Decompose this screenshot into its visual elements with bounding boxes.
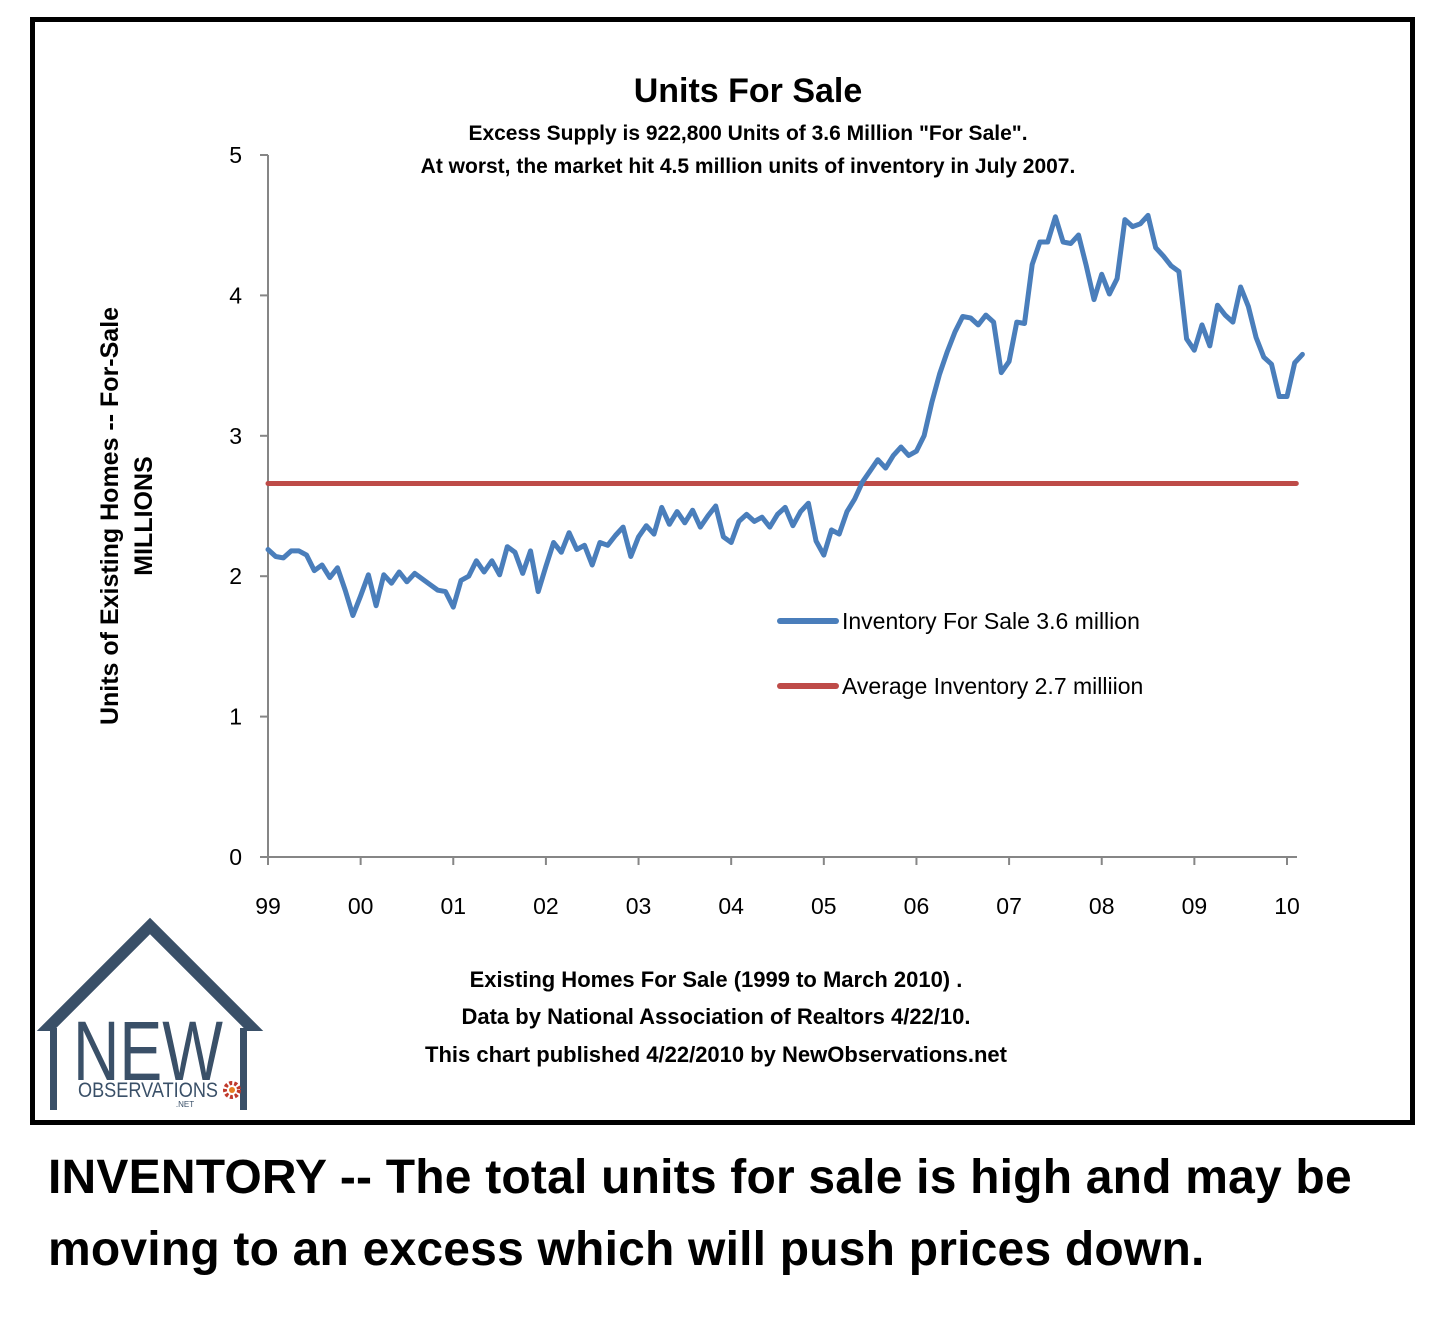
logo-text-sub: OBSERVATIONS (78, 1079, 218, 1102)
x-tick-label: 00 (348, 893, 374, 919)
new-observations-logo: NEW OBSERVATIONS .NET (36, 917, 264, 1110)
legend: Inventory For Sale 3.6 million Average I… (777, 608, 1143, 699)
caption-line-2: moving to an excess which will push pric… (48, 1223, 1205, 1276)
x-tick-label: 10 (1274, 893, 1300, 919)
y-axis-label: Units of Existing Homes -- For-Sale (96, 307, 124, 725)
logo-house-right-wall (240, 1028, 247, 1110)
chart-subtitle-line-2: At worst, the market hit 4.5 million uni… (421, 155, 1076, 178)
y-tick-label: 5 (229, 142, 242, 168)
chart-frame (30, 17, 1415, 1125)
y-tick-label: 1 (229, 704, 242, 730)
x-tick-label: 99 (255, 893, 281, 919)
logo-text-small: .NET (176, 1100, 194, 1109)
logo-text-main: NEW (73, 1004, 223, 1098)
x-tick-label: 08 (1089, 893, 1115, 919)
x-tick-label: 05 (811, 893, 837, 919)
chart-title: Units For Sale (634, 72, 863, 110)
logo-house-left-wall (50, 1028, 57, 1110)
y-axis-units: MILLIONS (130, 456, 158, 575)
x-tick-label: 01 (440, 893, 466, 919)
x-tick-label: 09 (1182, 893, 1208, 919)
caption-line-1: INVENTORY -- The total units for sale is… (48, 1151, 1352, 1204)
legend-label-average: Average Inventory 2.7 milliion (842, 673, 1143, 699)
x-tick-label: 07 (996, 893, 1022, 919)
y-tick-label: 4 (229, 282, 242, 308)
chart-footer-line-2: Data by National Association of Realtors… (461, 1004, 970, 1029)
chart-footer-line-3: This chart published 4/22/2010 by NewObs… (425, 1042, 1008, 1067)
y-tick-label: 3 (229, 423, 242, 449)
x-tick-label: 04 (718, 893, 744, 919)
flower-icon (223, 1081, 241, 1099)
x-tick-label: 06 (904, 893, 930, 919)
x-tick-label: 02 (533, 893, 559, 919)
chart-subtitle-line-1: Excess Supply is 922,800 Units of 3.6 Mi… (468, 122, 1027, 145)
y-tick-label: 0 (229, 844, 242, 870)
legend-label-inventory: Inventory For Sale 3.6 million (842, 608, 1140, 634)
series-line-inventory (265, 212, 1305, 618)
x-tick-label: 03 (626, 893, 652, 919)
y-tick-label: 2 (229, 563, 242, 589)
chart-footer-line-1: Existing Homes For Sale (1999 to March 2… (470, 967, 963, 992)
